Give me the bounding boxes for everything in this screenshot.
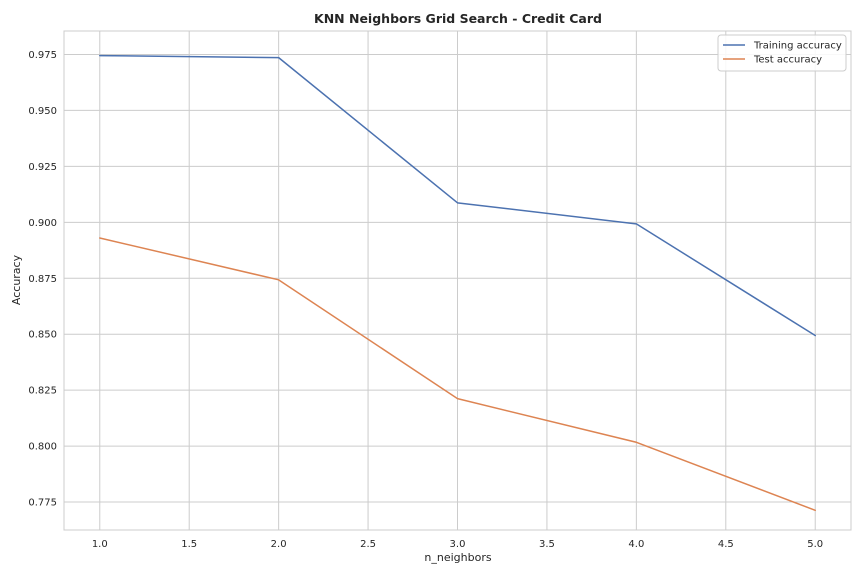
y-tick-label: 0.775	[28, 498, 57, 509]
x-tick-label: 2.0	[271, 539, 287, 550]
y-tick-label: 0.900	[28, 218, 57, 229]
x-tick-label: 3.0	[450, 539, 466, 550]
x-tick-label: 1.0	[92, 539, 108, 550]
grid-layer	[64, 31, 851, 530]
y-axis-title: Accuracy	[10, 254, 23, 305]
chart-title: KNN Neighbors Grid Search - Credit Card	[314, 11, 602, 26]
tick-layer: 1.0 1.5 2.0 2.5 3.0 3.5 4.0 4.5 5.0 0.775 0.800 0.8…	[28, 50, 823, 550]
x-tick-label: 4.0	[628, 539, 644, 550]
y-tick-label: 0.825	[28, 386, 57, 397]
x-tick-label: 1.5	[181, 539, 197, 550]
legend-label: Training accuracy	[753, 41, 842, 52]
y-tick-label: 0.925	[28, 162, 57, 173]
y-tick-label: 0.800	[28, 442, 57, 453]
legend: Training accuracy Test accuracy	[718, 35, 846, 71]
legend-label: Test accuracy	[753, 55, 822, 66]
x-axis-title: n_neighbors	[424, 551, 491, 564]
y-tick-label: 0.975	[28, 50, 57, 61]
x-tick-label: 2.5	[360, 539, 376, 550]
y-tick-label: 0.850	[28, 330, 57, 341]
x-tick-label: 5.0	[807, 539, 823, 550]
x-tick-label: 4.5	[718, 539, 734, 550]
x-tick-label: 3.5	[539, 539, 555, 550]
y-tick-label: 0.950	[28, 106, 57, 117]
y-tick-label: 0.875	[28, 274, 57, 285]
